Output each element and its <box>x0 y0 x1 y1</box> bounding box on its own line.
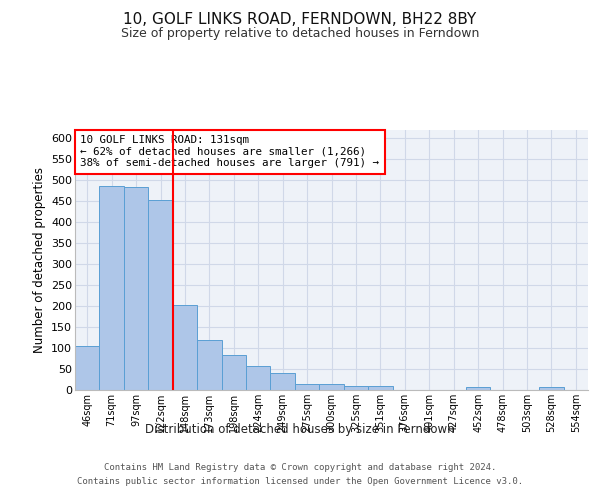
Y-axis label: Number of detached properties: Number of detached properties <box>32 167 46 353</box>
Bar <box>344 386 368 390</box>
Bar <box>173 306 197 390</box>
Text: Size of property relative to detached houses in Ferndown: Size of property relative to detached ho… <box>121 28 479 40</box>
Bar <box>319 384 344 390</box>
Bar <box>197 340 221 390</box>
Text: Contains HM Land Registry data © Crown copyright and database right 2024.: Contains HM Land Registry data © Crown c… <box>104 462 496 471</box>
Bar <box>539 387 563 390</box>
Bar <box>246 366 271 390</box>
Text: 10, GOLF LINKS ROAD, FERNDOWN, BH22 8BY: 10, GOLF LINKS ROAD, FERNDOWN, BH22 8BY <box>124 12 476 28</box>
Bar <box>466 387 490 390</box>
Bar <box>148 200 173 390</box>
Bar <box>75 346 100 390</box>
Text: 10 GOLF LINKS ROAD: 131sqm
← 62% of detached houses are smaller (1,266)
38% of s: 10 GOLF LINKS ROAD: 131sqm ← 62% of deta… <box>80 135 379 168</box>
Bar <box>221 355 246 390</box>
Bar <box>100 186 124 390</box>
Bar <box>271 373 295 390</box>
Bar <box>295 384 319 390</box>
Text: Contains public sector information licensed under the Open Government Licence v3: Contains public sector information licen… <box>77 478 523 486</box>
Text: Distribution of detached houses by size in Ferndown: Distribution of detached houses by size … <box>145 422 455 436</box>
Bar <box>124 187 148 390</box>
Bar <box>368 386 392 390</box>
